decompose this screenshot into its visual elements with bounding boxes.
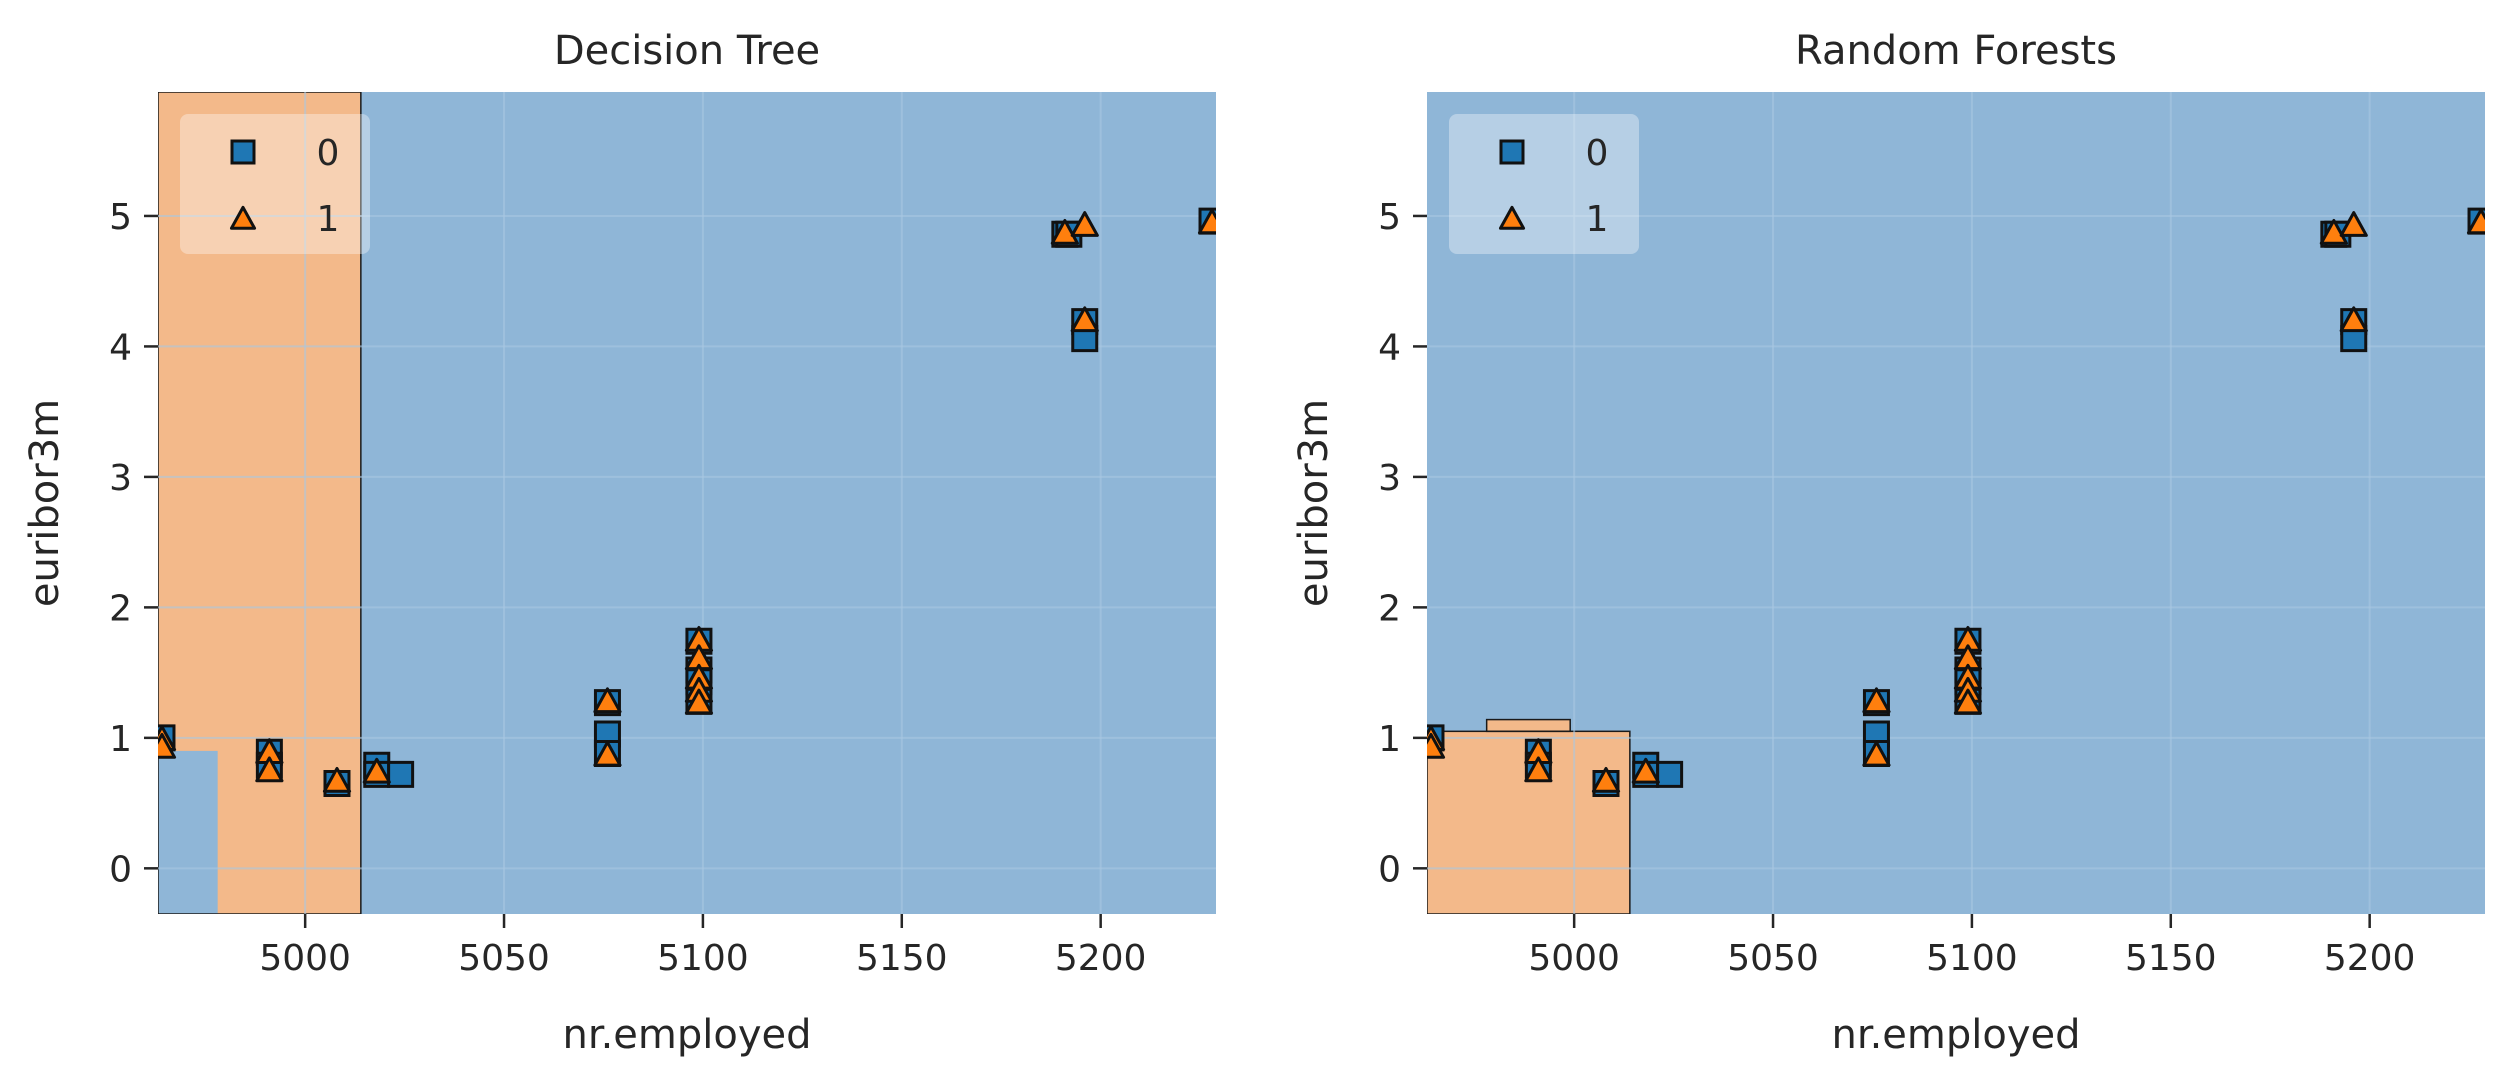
y-axis-label: euribor3m [1291, 399, 1337, 607]
y-tick-label: 1 [109, 719, 132, 760]
data-point-class-1 [2319, 218, 2348, 245]
chart-title: Random Forests [1795, 28, 2117, 74]
data-point-class-1 [1070, 306, 1099, 333]
data-point-class-1 [2466, 208, 2485, 235]
data-point-class-1 [593, 687, 622, 714]
data-point-class-1 [1427, 732, 1446, 759]
legend-marker-0 [230, 139, 256, 165]
data-point-class-1 [362, 757, 391, 784]
data-point-class-1 [1197, 208, 1216, 235]
decision-region-class-1 [1486, 719, 1571, 732]
legend-label: 0 [1586, 133, 1609, 174]
decision-boundary [1485, 718, 1571, 733]
legend-label: 1 [317, 199, 340, 240]
y-tick-label: 0 [109, 849, 132, 890]
data-point-class-1 [1953, 688, 1983, 715]
data-point-class-1 [593, 740, 622, 767]
data-point-class-0 [1656, 760, 1684, 788]
x-tick-label: 5200 [1055, 938, 1147, 979]
data-point-class-1 [2339, 306, 2368, 333]
y-tick-label: 3 [1378, 458, 1401, 499]
x-tick-label: 5150 [856, 938, 948, 979]
y-tick-label: 3 [109, 458, 132, 499]
data-point-class-1 [158, 732, 177, 759]
y-tick-label: 5 [109, 197, 132, 238]
decision-region-class-0 [158, 750, 218, 914]
data-point-class-1 [1862, 740, 1891, 767]
y-tick-label: 4 [1378, 327, 1401, 368]
legend: 01 [180, 114, 370, 254]
x-tick-label: 5200 [2324, 938, 2416, 979]
x-tick-label: 5050 [458, 938, 550, 979]
legend: 01 [1449, 114, 1639, 254]
y-tick-label: 2 [109, 588, 132, 629]
legend-box [180, 114, 370, 254]
legend-box [1449, 114, 1639, 254]
y-tick-label: 2 [1378, 588, 1401, 629]
y-tick-label: 5 [1378, 197, 1401, 238]
legend-label: 0 [317, 133, 340, 174]
x-tick-label: 5000 [1528, 938, 1620, 979]
legend-label: 1 [1586, 199, 1609, 240]
data-point-class-1 [1070, 211, 1099, 237]
data-point-class-1 [684, 688, 714, 715]
plot-area [1427, 92, 2485, 914]
y-tick-label: 0 [1378, 849, 1401, 890]
legend-marker-1 [1498, 205, 1526, 230]
data-point-class-1 [255, 756, 284, 783]
data-point-class-1 [322, 766, 352, 793]
x-axis-label: nr.employed [1831, 1012, 2080, 1058]
x-axis-label: nr.employed [562, 1012, 811, 1058]
chart-title: Decision Tree [554, 28, 820, 74]
x-tick-label: 5000 [259, 938, 351, 979]
data-point-class-1 [1591, 766, 1621, 793]
x-tick-label: 5050 [1727, 938, 1819, 979]
x-tick-label: 5100 [657, 938, 749, 979]
data-point-class-1 [2339, 211, 2368, 237]
legend-marker-0 [1499, 139, 1525, 165]
x-tick-label: 5150 [2125, 938, 2217, 979]
data-point-class-1 [1862, 687, 1891, 714]
decision-boundary [158, 92, 362, 914]
data-point-class-1 [1631, 757, 1660, 784]
plot-area [158, 92, 1216, 914]
data-point-class-1 [1524, 756, 1553, 783]
y-tick-label: 1 [1378, 719, 1401, 760]
x-tick-label: 5100 [1926, 938, 2018, 979]
data-point-class-1 [1050, 218, 1079, 245]
legend-marker-1 [229, 205, 257, 230]
y-axis-label: euribor3m [22, 399, 68, 607]
data-point-class-0 [387, 760, 415, 788]
y-tick-label: 4 [109, 327, 132, 368]
